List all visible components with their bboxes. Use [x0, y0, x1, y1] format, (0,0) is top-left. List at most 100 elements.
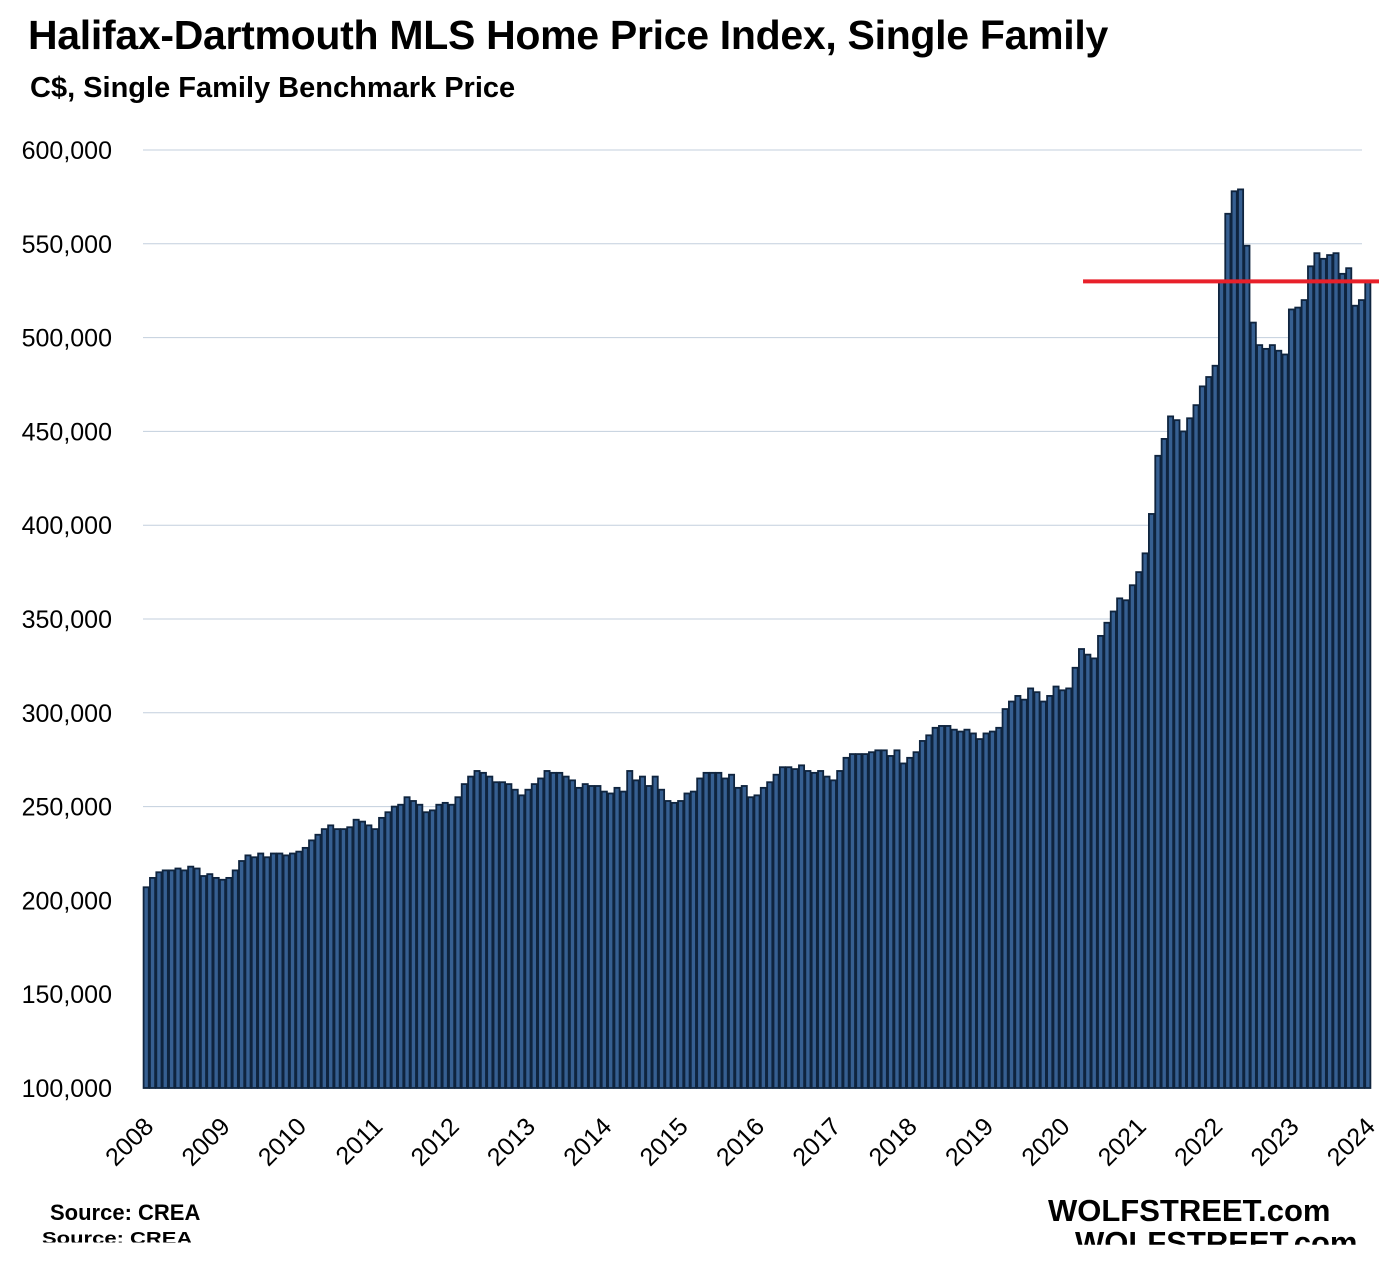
bar — [1326, 254, 1334, 1089]
bar — [880, 749, 888, 1089]
bar — [473, 770, 481, 1089]
bar — [938, 725, 945, 1089]
x-tick-label: 2021 — [1093, 1112, 1152, 1171]
bar — [142, 886, 150, 1089]
bar — [1281, 353, 1289, 1089]
bar — [664, 800, 672, 1089]
bar — [836, 770, 844, 1089]
bar — [607, 792, 615, 1089]
bar — [441, 801, 449, 1089]
bar — [988, 730, 996, 1089]
x-tick-label: 2016 — [711, 1112, 770, 1171]
bar — [899, 762, 907, 1089]
bar — [1192, 404, 1200, 1089]
bar — [708, 771, 716, 1089]
bar — [855, 753, 863, 1089]
bar — [1230, 190, 1238, 1089]
bar — [505, 783, 513, 1089]
bar — [1097, 634, 1105, 1089]
bar — [829, 779, 837, 1089]
bar — [747, 796, 755, 1089]
bar — [180, 869, 188, 1089]
bar — [339, 828, 347, 1089]
bar — [1052, 685, 1060, 1089]
bar — [212, 876, 220, 1089]
bar — [1065, 687, 1073, 1089]
bar — [976, 738, 984, 1089]
bar — [244, 854, 252, 1089]
bar — [569, 779, 576, 1089]
bar — [1109, 610, 1117, 1089]
bar — [1014, 695, 1022, 1089]
bar — [950, 728, 958, 1089]
x-tick-label: 2012 — [406, 1112, 465, 1171]
bar — [912, 751, 920, 1089]
bar — [409, 800, 417, 1089]
bar — [1275, 349, 1283, 1089]
x-tick-label: 2015 — [635, 1112, 694, 1171]
bar — [638, 775, 646, 1089]
source-label-duplicate: Source: CREA — [42, 1228, 193, 1248]
y-tick-label: 400,000 — [22, 512, 112, 540]
x-tick-label: 2019 — [940, 1112, 999, 1171]
bar — [715, 771, 723, 1089]
bar — [250, 856, 258, 1089]
bar — [403, 796, 411, 1089]
bar — [219, 878, 227, 1089]
bar — [1307, 265, 1315, 1089]
bar — [537, 777, 545, 1089]
x-tick-label: 2013 — [482, 1112, 541, 1171]
bar — [804, 770, 812, 1089]
x-tick-label: 2022 — [1169, 1112, 1228, 1171]
bar — [1046, 695, 1054, 1089]
bar — [1224, 212, 1232, 1089]
bar — [868, 751, 876, 1089]
bar — [269, 852, 277, 1089]
bar — [575, 786, 583, 1089]
bar — [906, 756, 914, 1089]
bar — [645, 785, 653, 1089]
bar — [492, 781, 500, 1089]
bar — [689, 790, 697, 1089]
bar — [588, 785, 596, 1089]
bar — [1071, 666, 1079, 1089]
y-tick-label: 500,000 — [22, 325, 112, 353]
x-tick-label: 2020 — [1016, 1112, 1075, 1171]
bar — [842, 756, 850, 1089]
bar — [740, 785, 748, 1089]
x-tick-label: 2014 — [558, 1112, 617, 1171]
bar — [263, 856, 271, 1089]
bar — [1103, 621, 1111, 1089]
bar — [600, 790, 608, 1089]
bar — [632, 779, 640, 1089]
bar — [499, 781, 506, 1089]
bar — [1128, 584, 1136, 1089]
bar — [1300, 299, 1308, 1089]
bar — [798, 764, 806, 1089]
bar — [925, 734, 933, 1089]
x-tick-label: 2011 — [330, 1112, 388, 1170]
bar — [702, 771, 710, 1089]
bar — [511, 788, 519, 1089]
bar — [1211, 364, 1219, 1089]
bar — [918, 740, 926, 1089]
y-tick-label: 350,000 — [22, 606, 112, 634]
bar — [696, 777, 704, 1089]
bar — [1116, 597, 1124, 1089]
x-tick-label: 2009 — [176, 1112, 235, 1171]
x-tick-label: 2008 — [100, 1112, 159, 1171]
bar — [1033, 691, 1041, 1089]
bar — [1179, 430, 1187, 1089]
bar — [1020, 698, 1028, 1089]
bar — [1148, 513, 1155, 1089]
bar — [893, 749, 901, 1089]
bar — [378, 816, 386, 1089]
bar — [619, 790, 627, 1089]
y-tick-label: 100,000 — [22, 1075, 112, 1103]
bar — [416, 803, 424, 1089]
bar — [1186, 417, 1194, 1089]
bar — [1027, 687, 1035, 1089]
bar — [766, 781, 774, 1089]
bar — [155, 871, 163, 1089]
bar — [581, 783, 589, 1089]
